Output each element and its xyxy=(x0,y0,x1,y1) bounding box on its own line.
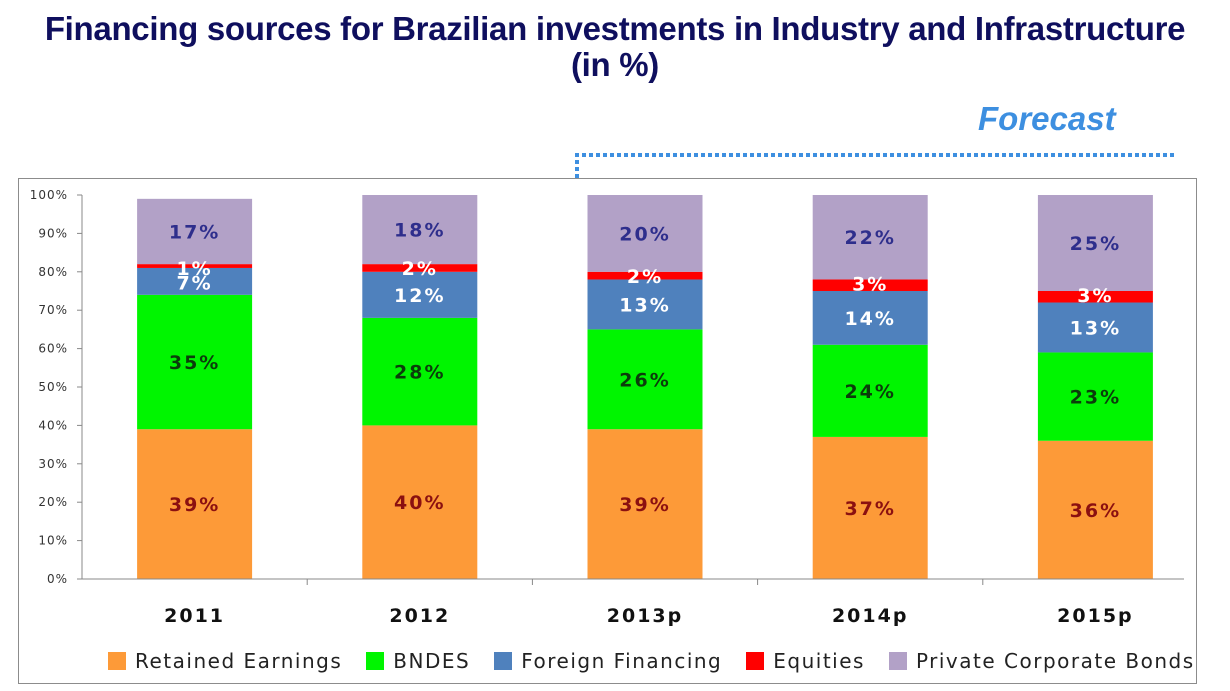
bar-segment-private-corporate-bonds xyxy=(587,195,703,272)
legend-label: Retained Earnings xyxy=(135,649,343,673)
data-label: 2% xyxy=(402,258,438,280)
bar-segment-retained-earnings xyxy=(587,429,703,579)
bar-segment-foreign-financing xyxy=(137,267,253,295)
data-label: 39% xyxy=(169,494,220,516)
data-label: 14% xyxy=(844,308,895,330)
data-label: 40% xyxy=(394,492,445,514)
legend-label: Equities xyxy=(773,649,865,673)
data-label: 1% xyxy=(176,258,212,280)
y-tick-label: 70% xyxy=(38,303,68,317)
bars: 39% 35% 7%1% 17% 40% 28% 12% 2% 18% 39% 26% 13% 2% 20… xyxy=(137,195,1153,579)
bar-segment-private-corporate-bonds xyxy=(137,198,253,265)
forecast-bracket xyxy=(575,153,1175,178)
data-label: 13% xyxy=(1070,317,1121,339)
bar-segment-bndes xyxy=(137,294,253,430)
bar-segment-private-corporate-bonds xyxy=(1037,195,1153,291)
y-tick-label: 100% xyxy=(30,188,68,202)
y-tick-label: 60% xyxy=(38,342,68,356)
bar-segment-private-corporate-bonds xyxy=(812,195,928,280)
legend-swatch xyxy=(108,652,126,670)
data-label: 39% xyxy=(619,494,670,516)
x-tick-label: 2013p xyxy=(607,605,683,627)
data-label: 2% xyxy=(627,266,663,288)
data-label: 36% xyxy=(1070,500,1121,522)
bar-stack-2012: 40% 28% 12% 2% 18% xyxy=(362,195,478,579)
data-label: 20% xyxy=(619,223,670,245)
legend-label: Foreign Financing xyxy=(521,649,723,673)
legend-swatch xyxy=(366,652,385,670)
data-label: 12% xyxy=(394,285,445,307)
data-label: 26% xyxy=(619,369,670,391)
y-tick-label: 50% xyxy=(38,380,68,394)
x-tick-label: 2012 xyxy=(389,605,450,627)
bar-stack-2014p: 37% 24% 14% 3% 22% xyxy=(812,195,928,579)
x-tick-label: 2014p xyxy=(832,605,908,627)
bar-segment-retained-earnings xyxy=(812,436,928,579)
legend-item: Equities xyxy=(746,649,865,673)
legend-item: BNDES xyxy=(366,649,470,673)
bar-segment-retained-earnings xyxy=(137,429,253,579)
data-label: 28% xyxy=(394,362,445,384)
bar-segment-equities xyxy=(1037,291,1153,303)
chart-subtitle: (in %) xyxy=(570,46,659,83)
chart-title: Financing sources for Brazilian investme… xyxy=(44,10,1186,47)
bar-segment-retained-earnings xyxy=(362,425,478,579)
y-tick-label: 10% xyxy=(38,534,68,548)
data-label: 3% xyxy=(1077,285,1113,307)
legend: Retained Earnings BNDES Foreign Financing E… xyxy=(108,649,1219,673)
y-tick-label: 90% xyxy=(38,226,68,240)
y-tick-label: 30% xyxy=(38,457,68,471)
y-tick-label: 80% xyxy=(38,265,68,279)
legend-item: Foreign Financing xyxy=(494,649,722,673)
legend-swatch xyxy=(888,652,907,670)
data-label: 22% xyxy=(844,227,895,249)
data-label: 35% xyxy=(169,352,220,374)
bar-segment-bndes xyxy=(362,317,478,426)
y-axis: 0% 10% 20% 30% 40% 50% 60% 70% 80% 90% 100% xyxy=(30,188,83,586)
legend-label: BNDES xyxy=(393,649,471,673)
x-tick-label: 2015p xyxy=(1057,605,1133,627)
bar-segment-foreign-financing xyxy=(1037,302,1153,353)
bar-stack-2013p: 39% 26% 13% 2% 20% xyxy=(587,195,703,579)
bar-segment-bndes xyxy=(812,344,928,437)
chart-frame xyxy=(18,178,1197,684)
bar-segment-foreign-financing xyxy=(812,291,928,345)
bar-stack-2011: 39% 35% 7%1% 17% xyxy=(137,198,253,579)
data-label: 13% xyxy=(619,294,670,316)
data-label: 24% xyxy=(844,381,895,403)
bar-segment-equities xyxy=(812,279,928,291)
bar-segment-bndes xyxy=(1037,352,1153,441)
bar-segment-foreign-financing xyxy=(362,271,478,318)
y-tick-label: 0% xyxy=(47,572,68,586)
bar-segment-equities xyxy=(362,264,478,272)
data-label: 37% xyxy=(844,498,895,520)
y-tick-label: 20% xyxy=(38,495,68,509)
bar-segment-foreign-financing xyxy=(587,279,703,330)
legend-item: Retained Earnings xyxy=(108,649,342,673)
legend-swatch xyxy=(746,652,765,670)
bar-segment-equities xyxy=(137,264,253,268)
legend-label: Private Corporate Bonds xyxy=(915,649,1195,673)
data-label: 3% xyxy=(852,273,888,295)
data-label: 7% xyxy=(176,272,212,294)
data-label: 18% xyxy=(394,220,445,242)
x-axis: 2011 2012 2013p 2014p 2015p xyxy=(82,578,1184,627)
legend-item: Private Corporate Bonds xyxy=(888,649,1195,673)
bar-segment-private-corporate-bonds xyxy=(362,195,478,265)
data-label: 25% xyxy=(1070,233,1121,255)
bar-segment-equities xyxy=(587,271,703,280)
bar-segment-bndes xyxy=(587,329,703,430)
x-tick-label: 2011 xyxy=(164,605,225,627)
legend-swatch xyxy=(494,652,513,670)
forecast-annotation: Forecast xyxy=(978,100,1116,137)
bar-segment-retained-earnings xyxy=(1037,440,1153,579)
data-label: 17% xyxy=(169,221,220,243)
data-label: 23% xyxy=(1070,387,1121,409)
bar-stack-2015p: 36% 23% 13% 3% 25% xyxy=(1037,195,1153,579)
y-tick-label: 40% xyxy=(38,418,68,432)
